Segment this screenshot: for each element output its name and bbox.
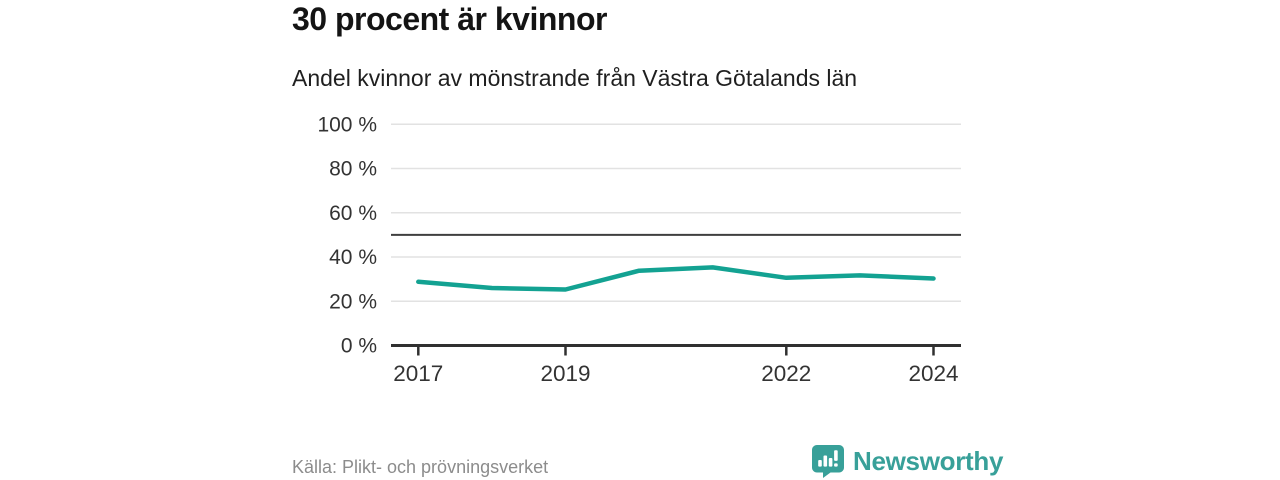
newsworthy-speech-bubble-bar-chart-icon <box>812 445 844 478</box>
y-tick-label: 60 % <box>329 202 377 225</box>
source-credit: Källa: Plikt- och prövningsverket <box>292 457 549 477</box>
chart-title: 30 procent är kvinnor <box>292 1 607 37</box>
y-tick-label: 100 % <box>317 113 377 136</box>
y-tick-label: 80 % <box>329 158 377 181</box>
x-tick-label: 2019 <box>540 361 590 386</box>
x-tick-label: 2024 <box>908 361 958 386</box>
x-tick-label: 2017 <box>393 361 443 386</box>
y-tick-label: 40 % <box>329 246 377 269</box>
newsworthy-logo: Newsworthy <box>811 444 1003 478</box>
newsworthy-wordmark: Newsworthy <box>853 445 1004 476</box>
data-line-andel-kvinnor <box>416 265 936 292</box>
y-tick-label: 20 % <box>329 290 377 313</box>
x-tick-label: 2022 <box>761 361 811 386</box>
chart-subtitle: Andel kvinnor av mönstrande från Västra … <box>292 65 858 91</box>
y-tick-label: 0 % <box>341 335 377 358</box>
